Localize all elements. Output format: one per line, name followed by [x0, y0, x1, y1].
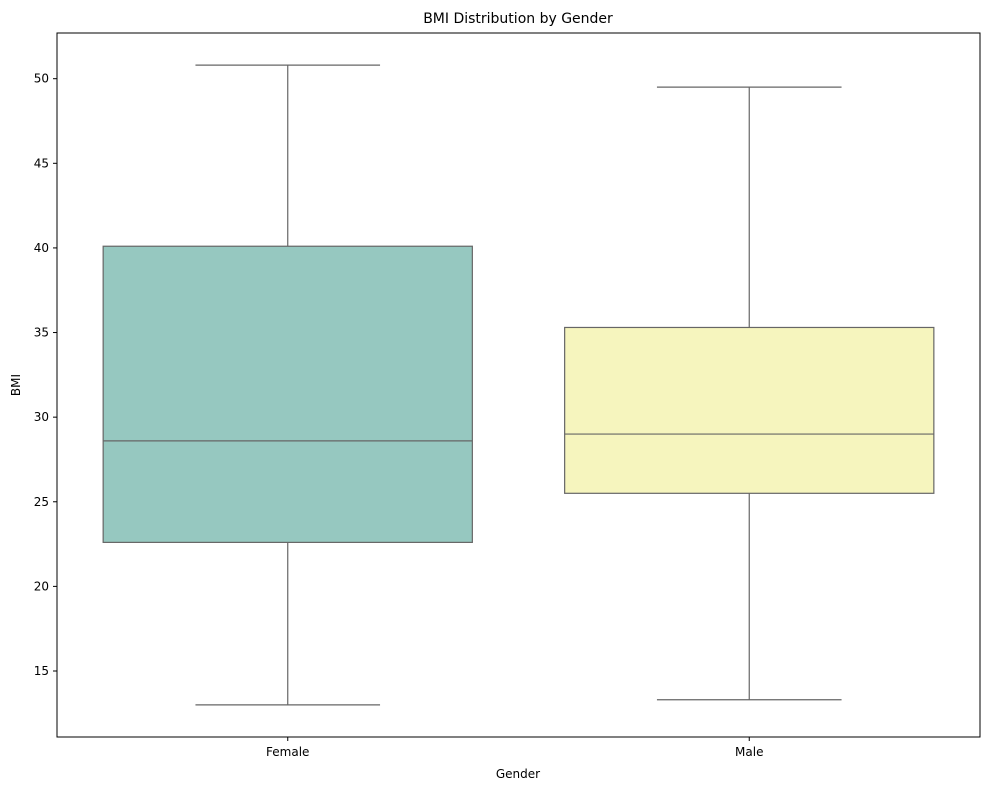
iqr-box [102, 245, 473, 543]
y-tick-label: 25 [34, 495, 49, 509]
y-tick-label: 45 [34, 156, 49, 170]
chart-title: BMI Distribution by Gender [423, 11, 613, 27]
box-male [564, 86, 935, 701]
plot-area [102, 64, 935, 706]
y-tick-label: 20 [34, 579, 49, 593]
y-tick-label: 15 [34, 664, 49, 678]
box-female [102, 64, 473, 706]
axes: Female Male 15 20 25 30 35 40 45 50 [34, 72, 764, 759]
x-axis-label: Gender [496, 767, 540, 781]
x-tick-label: Male [735, 745, 763, 759]
x-tick-label: Female [266, 745, 309, 759]
y-tick-label: 35 [34, 326, 49, 340]
plot-frame [56, 32, 981, 738]
y-tick-label: 40 [34, 241, 49, 255]
y-tick-label: 50 [34, 72, 49, 86]
y-axis-label: BMI [9, 374, 23, 396]
y-tick-label: 30 [34, 410, 49, 424]
iqr-box [564, 326, 935, 494]
